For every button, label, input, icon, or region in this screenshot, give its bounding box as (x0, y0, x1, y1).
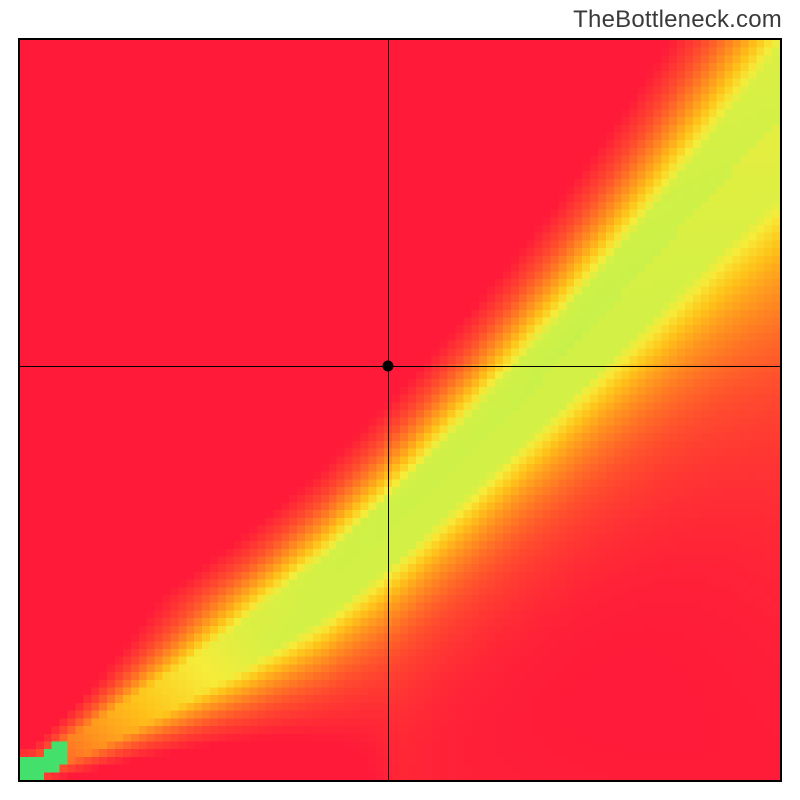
crosshair-horizontal-line (20, 366, 780, 367)
watermark-text: TheBottleneck.com (573, 6, 782, 34)
crosshair-marker-dot (382, 360, 393, 371)
crosshair-vertical-line (388, 40, 389, 780)
heatmap-canvas (20, 40, 780, 780)
heatmap-plot-area (18, 38, 782, 782)
